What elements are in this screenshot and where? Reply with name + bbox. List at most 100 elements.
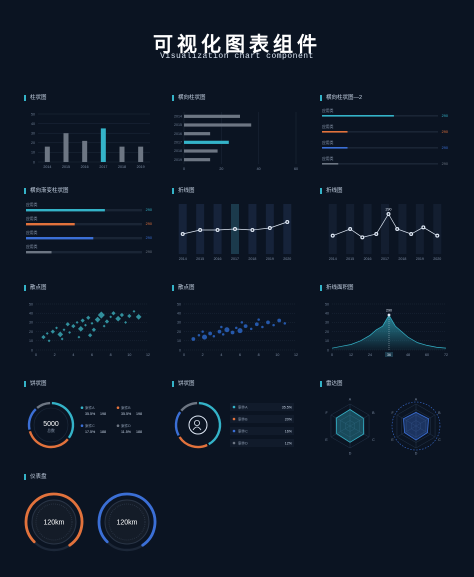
scatter-chart-1: 0 10 20 30 40 50 0 2 4 6 8 10 12: [29, 302, 150, 357]
pie-slice: [180, 401, 198, 412]
point: [254, 322, 259, 327]
radar-axis-label: F: [326, 411, 329, 415]
x-tick-label: 2014: [179, 257, 187, 261]
panel-title-gradient-bar: 横向渐变柱状图: [24, 188, 69, 194]
page-title: 可视化图表组件: [153, 34, 321, 56]
area-fill: [332, 315, 446, 350]
point: [224, 327, 230, 333]
x-tick-label: 0: [183, 167, 185, 171]
legend-name: 案件A: [238, 404, 248, 409]
pie-slice: [36, 401, 51, 409]
y-tick-label: 30: [31, 132, 35, 136]
legend-dot: [232, 417, 236, 421]
x-tick-label: 4: [72, 353, 74, 357]
y-tick-label: 10: [29, 339, 33, 343]
y-tick-label: 0: [327, 348, 329, 352]
radar-axis-label: B: [372, 411, 375, 415]
line-bar-chart: 2014 2015 2016 2017 2018 2019 2020: [178, 204, 292, 261]
panel-title-bar: 柱状图: [24, 95, 47, 101]
gauge-value: 120km: [43, 520, 64, 527]
legend-percent: 20%: [285, 417, 293, 421]
bar: [82, 140, 88, 162]
pie-slice: [174, 411, 182, 437]
legend-percent: 17.5%: [85, 430, 96, 434]
point-center: [436, 234, 439, 237]
legend-row: [230, 415, 294, 423]
bar-value: 290: [146, 250, 152, 254]
y-tick-label: 20: [31, 141, 35, 145]
y-tick-label: 40: [31, 122, 35, 126]
point-center: [269, 227, 271, 229]
bar-label: 应用类: [26, 244, 38, 249]
legend-row: [230, 439, 294, 447]
legend-percent: 35.5%: [121, 412, 132, 416]
point: [45, 332, 49, 335]
bar: [322, 147, 348, 149]
point: [97, 311, 105, 319]
bar: [178, 204, 187, 254]
point-center: [199, 229, 201, 231]
radar-axis: [349, 414, 370, 427]
x-tick-label: 12: [146, 353, 150, 357]
bar: [322, 131, 348, 133]
bar: [63, 133, 69, 162]
panel-title-line-bar: 折线图: [172, 188, 195, 194]
point: [80, 318, 85, 323]
point: [283, 322, 287, 325]
x-tick-label: 0: [331, 353, 333, 357]
legend-percent: 35.5%: [85, 412, 96, 416]
legend-count: 198: [136, 412, 142, 416]
point: [88, 333, 93, 338]
legend-name: 案件C: [85, 423, 95, 428]
bar: [184, 132, 211, 136]
x-tick-label: 20: [219, 167, 223, 171]
y-tick-label: 2014: [174, 115, 182, 119]
point: [208, 331, 213, 336]
legend-dot: [116, 424, 120, 427]
point: [127, 313, 132, 319]
x-tick-label: 12: [349, 353, 353, 357]
bar-label: 应用类: [322, 140, 334, 145]
bar: [363, 204, 372, 254]
point: [230, 330, 235, 335]
bar: [184, 149, 218, 153]
bar-track: [26, 223, 142, 226]
legend-percent: 35.5%: [282, 405, 293, 409]
x-tick-label: 2019: [137, 165, 145, 169]
point-center: [375, 233, 378, 235]
legend-percent: 12%: [285, 441, 293, 445]
point: [240, 321, 244, 324]
bar-label: 应用类: [322, 108, 334, 113]
radar-axis-label: C: [372, 438, 375, 442]
radar-axis-label: B: [438, 411, 441, 415]
center-label: 总数: [47, 428, 55, 433]
legend-count: 188: [100, 430, 106, 434]
x-tick-label: 6: [239, 353, 241, 357]
x-tick-label: 24: [368, 353, 372, 357]
user-icon-head: [193, 419, 200, 426]
point: [202, 334, 208, 340]
legend-row: [230, 403, 294, 411]
radar-chart: A B C D E F A B C D E F: [325, 397, 441, 455]
bar-label: 应用类: [26, 216, 38, 221]
legend-name: 案件B: [121, 405, 131, 410]
point: [57, 331, 64, 338]
bar-value: 290: [442, 146, 448, 150]
legend-name: 案件D: [121, 423, 131, 428]
page-subtitle: Visualization chart component: [160, 52, 314, 61]
point: [257, 318, 260, 321]
bar-label: 应用类: [322, 124, 334, 129]
y-tick-label: 50: [325, 302, 329, 306]
point: [111, 311, 116, 316]
x-tick-label: 6: [91, 353, 93, 357]
pie-chart-2: 案件A 35.5% 案件B 20% 案件C 16% 案件D 12%: [174, 401, 294, 449]
legend-percent: 11.5%: [121, 430, 132, 434]
panel-title-scatter1: 散点图: [24, 285, 47, 291]
y-tick-label: 2018: [174, 149, 182, 153]
panel-title-scatter2: 散点图: [172, 285, 195, 291]
point-center: [361, 236, 364, 239]
horizontal-bar-chart-2: 应用类 290 应用类 290 应用类 290 应用类 290: [322, 108, 448, 166]
point-center: [410, 233, 412, 235]
point: [94, 316, 101, 323]
